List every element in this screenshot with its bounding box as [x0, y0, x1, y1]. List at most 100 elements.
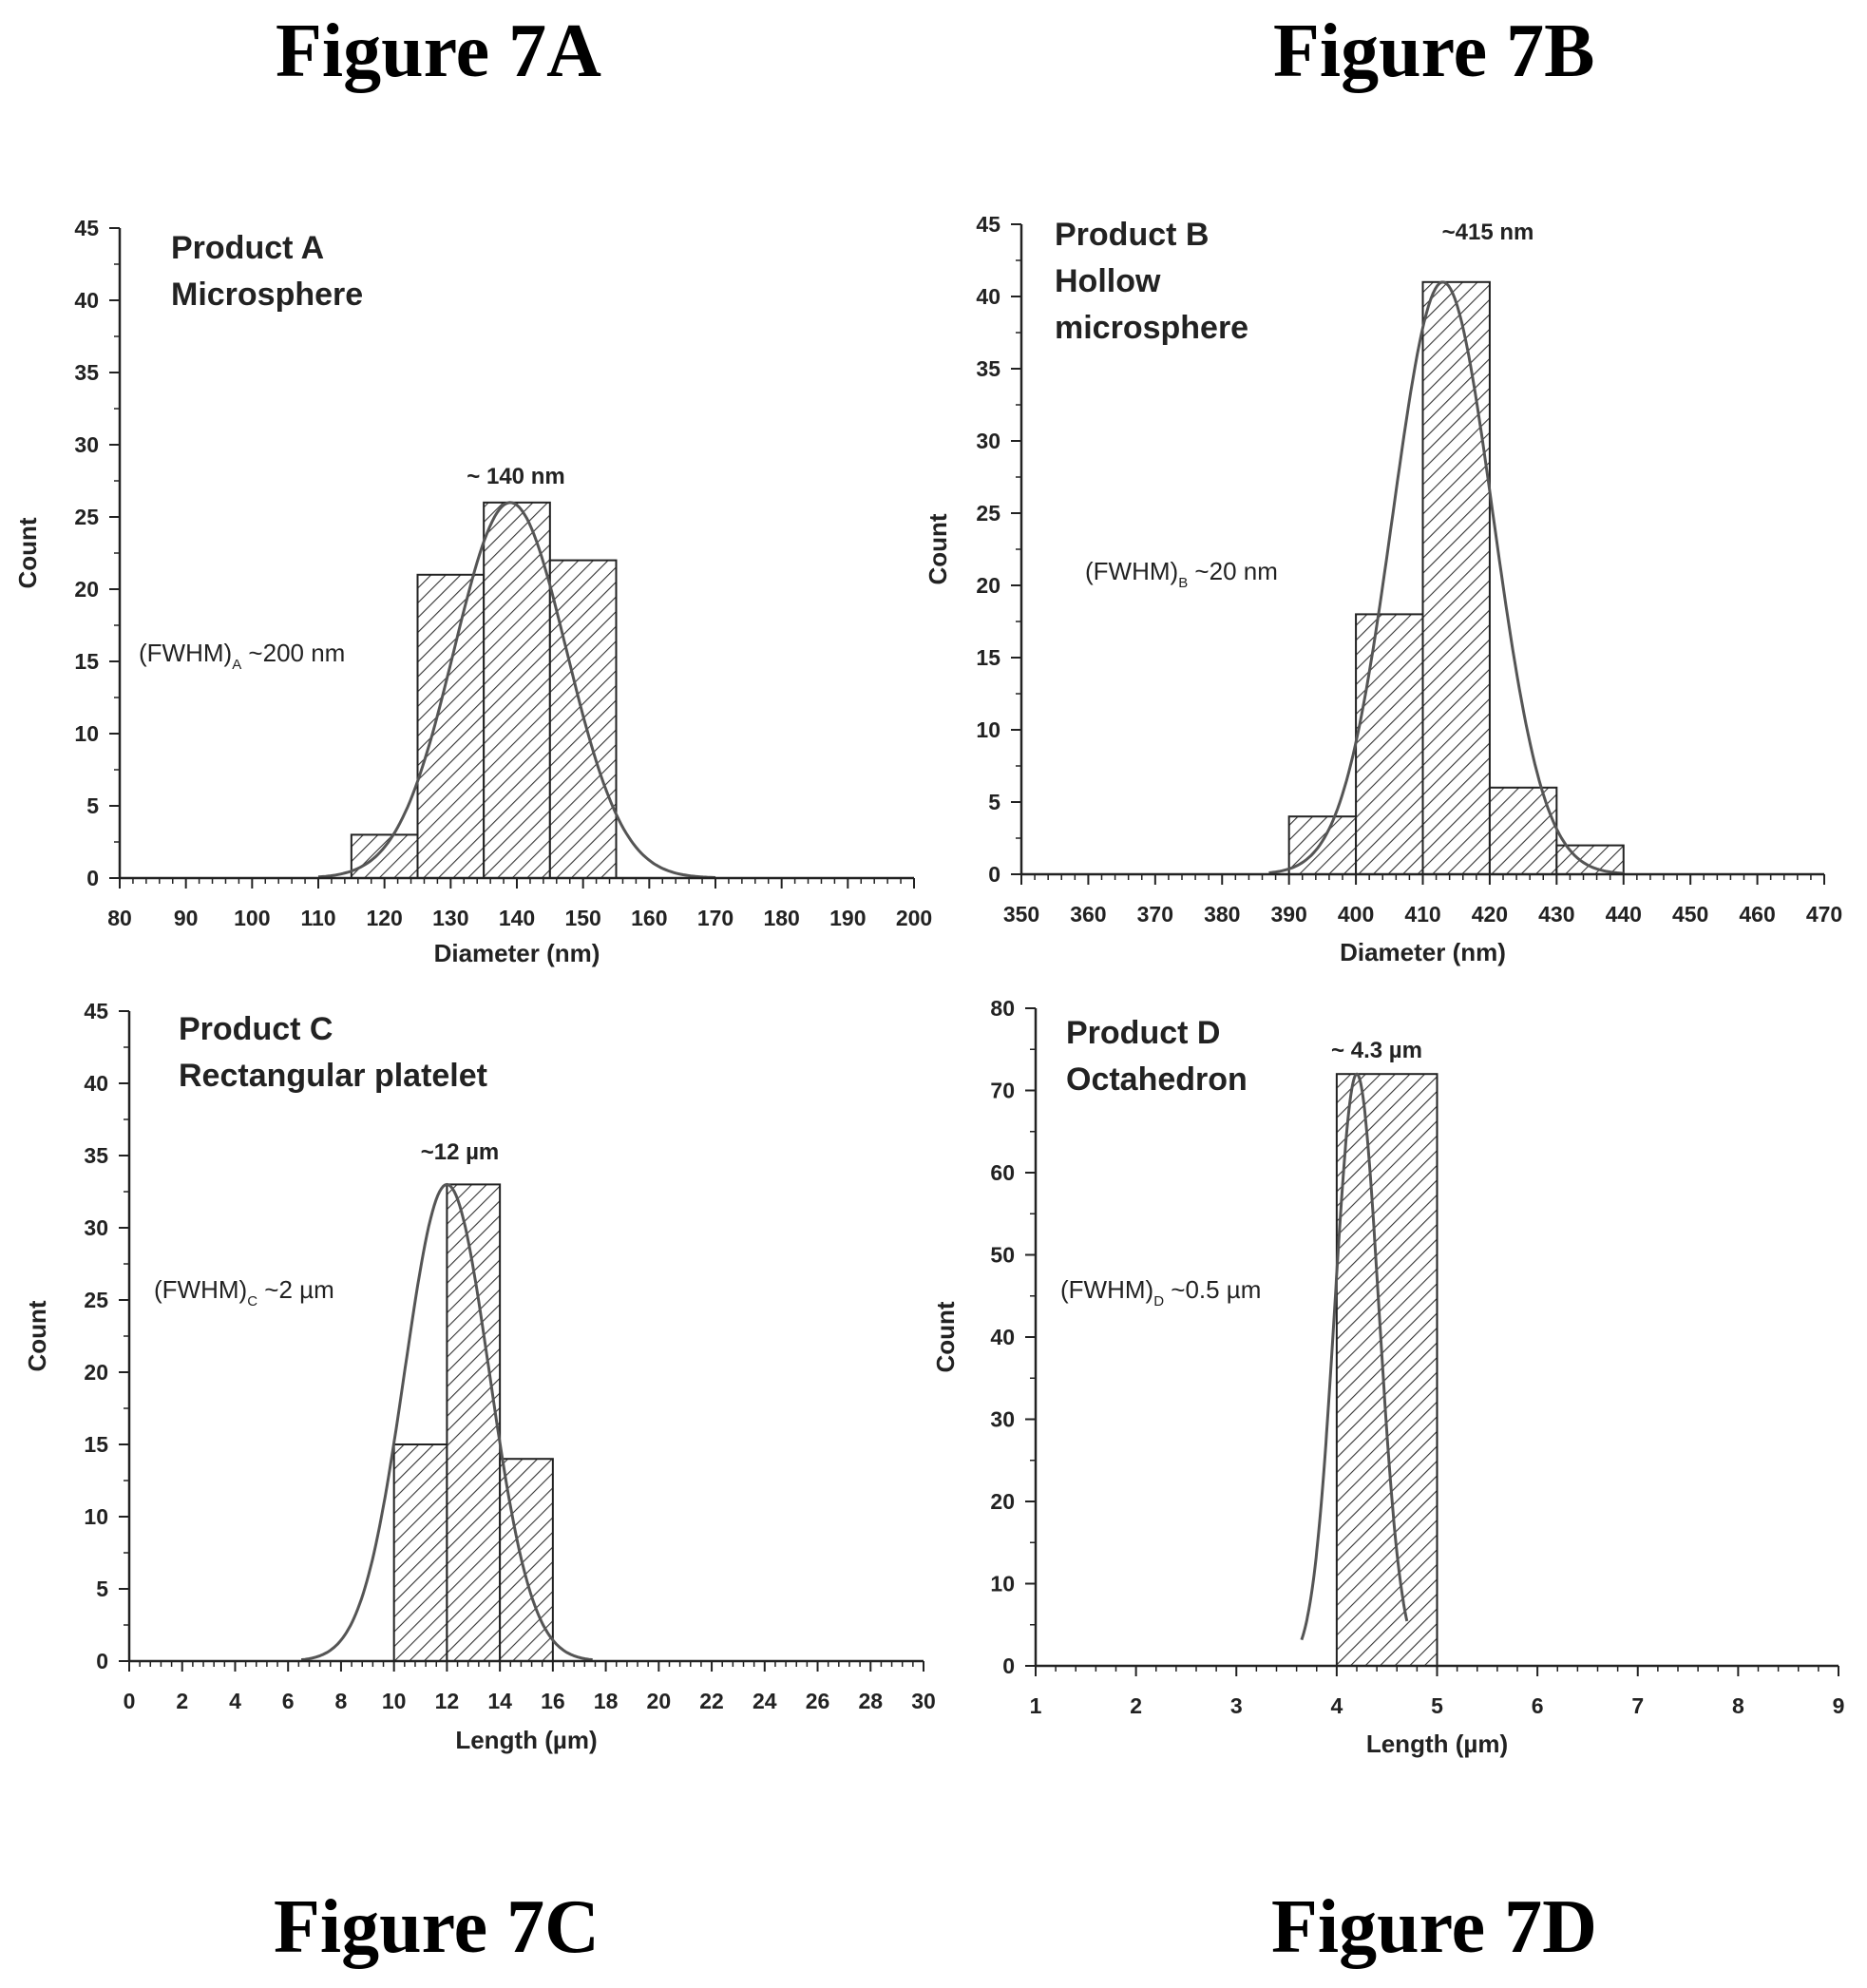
- x-tick-label: 100: [234, 906, 270, 930]
- x-tick-label: 120: [366, 906, 402, 930]
- x-tick-label: 410: [1404, 902, 1440, 927]
- x-tick-label: 24: [753, 1689, 777, 1713]
- y-axis-title: Count: [924, 513, 952, 584]
- x-tick-label: 12: [435, 1689, 460, 1713]
- y-tick-label: 25: [976, 501, 1000, 526]
- y-tick-label: 15: [976, 645, 1000, 670]
- y-tick-label: 5: [988, 790, 1000, 814]
- fwhm-value: ~20 nm: [1188, 557, 1278, 585]
- y-tick-label: 40: [990, 1325, 1015, 1349]
- histogram-bar: [416, 573, 486, 879]
- histogram-bar: [1335, 1073, 1438, 1667]
- y-tick-label: 70: [990, 1079, 1015, 1103]
- x-tick-label: 14: [487, 1689, 512, 1713]
- x-tick-label: 8: [335, 1689, 348, 1713]
- panel-a: 80 90 100 110 120 130 140 150 160 170 180 190 200 0 5 1…: [13, 216, 932, 967]
- x-axis-title: Length (µm): [1366, 1730, 1508, 1758]
- y-tick-label: 45: [976, 212, 1000, 237]
- y-tick-label: 40: [74, 288, 99, 313]
- product-label-line: Rectangular platelet: [179, 1058, 487, 1094]
- histogram-bar: [1355, 613, 1424, 876]
- x-tick-label: 190: [829, 906, 866, 930]
- peak-annotation: ~ 4.3 µm: [1331, 1038, 1422, 1063]
- x-tick-label: 180: [763, 906, 799, 930]
- x-tick-label: 390: [1270, 902, 1306, 927]
- panel-d: 1 2 3 4 5 6 7 8 9 0 10 20 30 40 50 60 70 80 Length (µm) Cou…: [931, 996, 1844, 1758]
- y-tick-label: 35: [84, 1143, 108, 1168]
- y-tick-label: 10: [976, 717, 1000, 742]
- x-tick-label: 9: [1833, 1693, 1845, 1718]
- y-tick-label: 15: [84, 1432, 108, 1457]
- x-tick-label: 360: [1070, 902, 1106, 927]
- x-tick-label: 10: [382, 1689, 407, 1713]
- x-tick-label: 20: [647, 1689, 672, 1713]
- y-tick-label: 20: [74, 577, 99, 602]
- y-tick-label: 30: [976, 429, 1000, 453]
- x-tick-label: 22: [699, 1689, 724, 1713]
- fwhm-annotation: (FWHM)D ~0.5 µm: [1060, 1275, 1261, 1309]
- fwhm-main: (FWHM): [1085, 557, 1178, 585]
- x-tick-label: 150: [564, 906, 600, 930]
- figure-title-7a: Figure 7A: [276, 10, 601, 93]
- x-tick-label: 380: [1204, 902, 1240, 927]
- y-tick-label: 10: [84, 1504, 108, 1529]
- histogram-bar: [1555, 844, 1625, 875]
- y-tick-label: 10: [74, 721, 99, 746]
- figure-title-7d: Figure 7D: [1271, 1885, 1597, 1969]
- y-tick-label: 40: [84, 1071, 108, 1096]
- histogram-bar: [350, 833, 419, 880]
- peak-annotation: ~415 nm: [1442, 220, 1534, 245]
- x-tick-label: 80: [107, 906, 132, 930]
- x-tick-label: 28: [858, 1689, 883, 1713]
- product-label-line: microsphere: [1055, 310, 1248, 346]
- fwhm-annotation: (FWHM)C ~2 µm: [154, 1275, 334, 1309]
- y-tick-label: 5: [86, 793, 99, 818]
- fwhm-subscript: D: [1153, 1293, 1164, 1309]
- y-tick-label: 45: [74, 216, 99, 240]
- x-axis-title: Length (µm): [455, 1726, 597, 1754]
- y-tick-label: 5: [96, 1577, 108, 1601]
- x-tick-label: 110: [300, 906, 335, 930]
- fwhm-annotation: (FWHM)A ~200 nm: [139, 639, 345, 673]
- fwhm-main: (FWHM): [154, 1275, 247, 1304]
- fwhm-subscript: C: [247, 1293, 257, 1309]
- x-tick-label: 16: [541, 1689, 565, 1713]
- x-tick-label: 430: [1538, 902, 1574, 927]
- peak-annotation: ~12 µm: [421, 1139, 500, 1165]
- y-tick-label: 0: [1002, 1653, 1015, 1678]
- product-label-line: Microsphere: [171, 277, 363, 313]
- x-tick-label: 6: [1532, 1693, 1544, 1718]
- product-label-line: Hollow: [1055, 263, 1161, 299]
- y-tick-label: 25: [84, 1288, 108, 1312]
- x-tick-label: 460: [1739, 902, 1775, 927]
- x-tick-label: 90: [174, 906, 199, 930]
- y-tick-label: 10: [990, 1572, 1015, 1596]
- y-tick-label: 35: [74, 360, 99, 385]
- y-tick-label: 0: [86, 866, 99, 890]
- x-tick-label: 4: [1330, 1693, 1343, 1718]
- histogram-bar: [483, 501, 551, 879]
- fwhm-annotation: (FWHM)B ~20 nm: [1085, 557, 1278, 591]
- x-tick-label: 1: [1030, 1693, 1042, 1718]
- fwhm-main: (FWHM): [139, 639, 232, 667]
- fwhm-value: ~200 nm: [241, 639, 345, 667]
- gaussian-fit-curve: [1300, 1072, 1409, 1641]
- product-label-line: Octahedron: [1066, 1061, 1248, 1098]
- x-tick-label: 0: [124, 1689, 136, 1713]
- x-tick-label: 26: [806, 1689, 830, 1713]
- fwhm-subscript: A: [232, 657, 241, 673]
- y-tick-label: 20: [976, 573, 1000, 598]
- figure-title-7c: Figure 7C: [274, 1885, 600, 1969]
- x-tick-label: 18: [594, 1689, 619, 1713]
- y-tick-label: 15: [74, 649, 99, 674]
- panel-c: 0 2 4 6 8 10 12 14 16 18 20 22 24 26 28 300510152025303…: [23, 999, 936, 1754]
- y-tick-label: 50: [990, 1243, 1015, 1268]
- gaussian-fit-curve: [300, 1182, 593, 1662]
- x-tick-label: 470: [1806, 902, 1842, 927]
- histogram-bar: [446, 1183, 502, 1663]
- y-tick-label: 0: [988, 862, 1000, 887]
- x-tick-label: 200: [896, 906, 932, 930]
- x-tick-label: 4: [229, 1689, 241, 1713]
- product-label-line: Product D: [1066, 1015, 1220, 1051]
